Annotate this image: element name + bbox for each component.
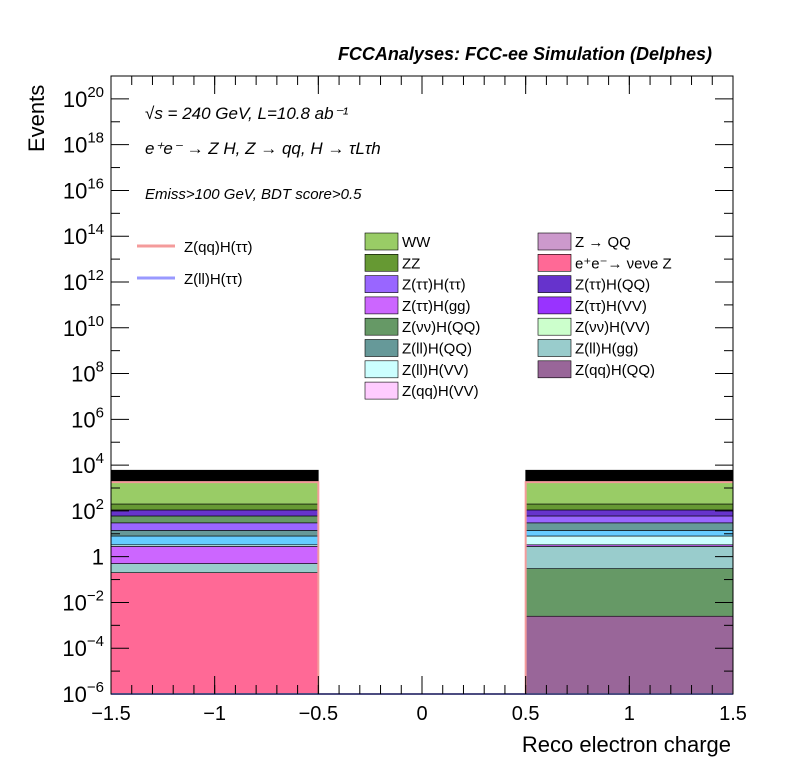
stack-bar-segment <box>110 530 319 537</box>
legend-label: Z(ττ)H(ττ) <box>402 277 466 294</box>
legend-color-swatch <box>364 275 399 293</box>
legend-label: Z(ll)H(ττ) <box>184 271 243 288</box>
legend-color-swatch <box>364 254 399 272</box>
stack-bar-segment <box>525 535 734 546</box>
legend-color-swatch <box>364 317 399 336</box>
x-axis-ticks: −1.5 −1 −0.5 0 0.5 1 1.5 <box>91 76 747 725</box>
y-tick-label: 1020 <box>63 84 104 112</box>
x-axis-label: Reco electron charge <box>522 732 731 757</box>
stack-bar-segment <box>525 509 734 517</box>
x-tick-label: 1 <box>624 703 635 725</box>
legend-label: Z → QQ <box>575 234 631 251</box>
y-tick-label: 104 <box>71 450 104 478</box>
x-tick-label: 1.5 <box>719 703 747 725</box>
legend-label: ZZ <box>402 255 420 272</box>
legend-label: Z(ll)H(QQ) <box>402 341 472 358</box>
y-axis-ticks: 10−6 10−4 10−2 1 102 104 106 108 1010 1012 1014 101… <box>62 75 733 707</box>
stack-bar-segment <box>525 568 734 617</box>
y-tick-label: 1018 <box>63 130 104 158</box>
legend-color-swatch <box>537 296 572 315</box>
y-tick-label: 10−4 <box>62 633 104 661</box>
legend-label: Z(νν)H(QQ) <box>402 319 480 336</box>
x-tick-label: −0.5 <box>299 703 338 725</box>
legend-color-swatch <box>537 339 572 357</box>
stack-bar-segment <box>110 522 319 531</box>
legend-color-swatch <box>537 232 572 251</box>
legend-color-swatch <box>364 232 399 251</box>
y-tick-label: 1012 <box>63 267 104 295</box>
stack-bar-segment <box>110 515 319 524</box>
legend-color-swatch <box>364 381 399 400</box>
legend-color-swatch <box>537 317 572 336</box>
y-tick-label: 108 <box>71 359 104 387</box>
legend-label: e⁺e⁻→ νeνe Z <box>575 255 672 272</box>
legend-label: Z(ll)H(VV) <box>402 362 469 379</box>
stack-bar-segment <box>525 503 734 511</box>
legend-label: Z(qq)H(QQ) <box>575 362 655 379</box>
y-tick-label: 106 <box>71 404 104 432</box>
y-tick-label: 10−6 <box>62 679 104 707</box>
x-tick-label: −1.5 <box>91 703 130 725</box>
legend-label: Z(ll)H(gg) <box>575 341 638 358</box>
legend-color-swatch <box>537 275 572 293</box>
stack-bar-segment <box>110 509 319 517</box>
y-tick-label: 10−2 <box>62 587 104 615</box>
y-tick-label: 1 <box>92 545 104 570</box>
legend-label: WW <box>402 234 431 251</box>
stack-bar-segment <box>525 481 734 505</box>
legend-color-swatch <box>364 339 399 357</box>
x-tick-label: −1 <box>203 703 226 725</box>
chart-title: FCCAnalyses: FCC-ee Simulation (Delphes) <box>338 44 712 64</box>
y-axis-label: Events <box>24 85 49 152</box>
stack-bar-segment <box>525 522 734 531</box>
stack-bar-segment <box>110 469 319 483</box>
stack-bar-segment <box>525 469 734 483</box>
annotation-process: e⁺e⁻ → Z H, Z → qq, H → τLτh <box>145 139 381 158</box>
legend-color-swatch <box>364 296 399 315</box>
y-tick-label: 102 <box>71 496 104 524</box>
y-tick-label: 1010 <box>63 313 104 341</box>
stack-bar-segment <box>110 563 319 573</box>
annotation-energy-lumi: √s = 240 GeV, L=10.8 ab⁻¹ <box>145 104 349 123</box>
y-tick-label: 1016 <box>63 175 104 203</box>
stack-bar-segment <box>110 535 319 546</box>
legend-label: Z(νν)H(VV) <box>575 319 650 336</box>
legend-label: Z(qq)H(VV) <box>402 383 479 400</box>
stack-bar-segment <box>110 546 319 564</box>
stack-bar-segment <box>110 572 319 695</box>
x-tick-label: 0 <box>416 703 427 725</box>
x-tick-label: 0.5 <box>512 703 540 725</box>
legend-color-swatch <box>364 360 399 379</box>
legend: Z(qq)H(ττ) Z(ll)H(ττ) WW ZZ Z(ττ)H(ττ) Z(ττ)H… <box>137 232 672 400</box>
legend-color-swatch <box>537 360 572 379</box>
legend-color-swatch <box>537 254 572 272</box>
stack-bar-segment <box>525 515 734 524</box>
legend-label: Z(ττ)H(VV) <box>575 298 647 315</box>
annotation-cuts: Emiss>100 GeV, BDT score>0.5 <box>145 186 362 203</box>
stack-bar-segment <box>110 503 319 511</box>
stack-bar-segment <box>525 530 734 537</box>
stack-bar-segment <box>110 481 319 505</box>
y-tick-label: 1014 <box>63 221 104 249</box>
legend-label: Z(qq)H(ττ) <box>184 239 253 256</box>
legend-label: Z(ττ)H(gg) <box>402 298 471 315</box>
stack-bar-segment <box>525 546 734 569</box>
legend-label: Z(ττ)H(QQ) <box>575 277 650 294</box>
